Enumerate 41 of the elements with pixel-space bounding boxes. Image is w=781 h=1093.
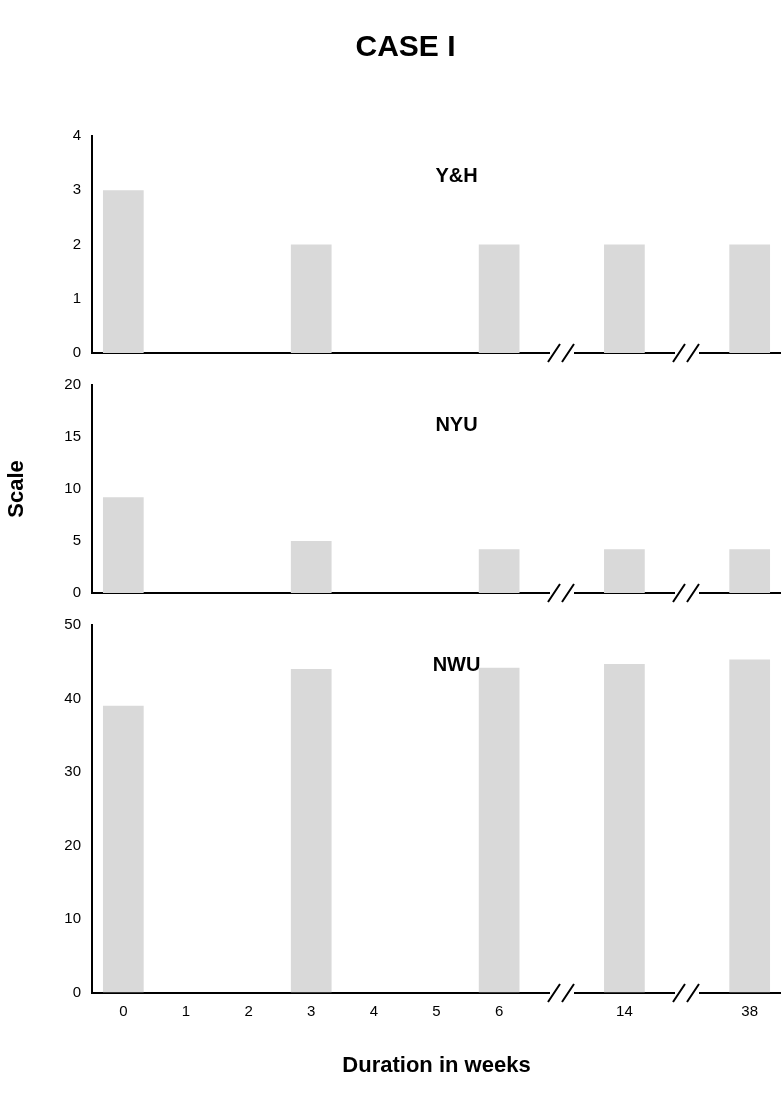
bar [102, 497, 144, 593]
chart-title: CASE I [355, 29, 456, 63]
annotation: Y&H [435, 163, 478, 186]
x-tick-label: 38 [741, 1001, 759, 1019]
x-tick-label: 6 [494, 1001, 504, 1019]
y-tick-label: 20 [64, 835, 81, 853]
x-tick-label: 0 [119, 1001, 128, 1019]
x-tick-label: 4 [369, 1001, 379, 1019]
x-tick-label: 1 [181, 1001, 191, 1019]
bar [290, 669, 332, 993]
y-tick-label: 1 [72, 288, 81, 306]
x-axis-title: Duration in weeks [342, 1051, 531, 1077]
bar [102, 705, 144, 993]
y-tick-label: 5 [72, 531, 81, 549]
bar [478, 667, 520, 993]
y-tick-label: 0 [72, 982, 81, 1000]
bar [729, 659, 771, 993]
y-tick-label: 2 [72, 234, 81, 252]
y-tick-label: 15 [64, 427, 81, 445]
y-tick-label: 20 [64, 375, 81, 393]
x-tick-label: 14 [616, 1001, 633, 1019]
bar [290, 541, 332, 593]
y-tick-label: 30 [64, 762, 81, 780]
annotation: NWU [432, 652, 481, 675]
bar [729, 549, 771, 593]
annotation: NYU [435, 412, 478, 435]
y-tick-label: 4 [72, 126, 81, 144]
x-tick-label: 5 [432, 1001, 441, 1019]
bar [604, 549, 645, 593]
y-tick-label: 0 [72, 583, 81, 601]
y-axis-title: Scale [3, 460, 29, 518]
y-tick-label: 50 [64, 615, 81, 633]
y-tick-label: 40 [64, 688, 81, 706]
x-tick-label: 2 [244, 1001, 253, 1019]
y-tick-label: 10 [64, 909, 81, 927]
bar [604, 663, 645, 993]
y-tick-label: 10 [64, 479, 81, 497]
y-tick-label: 0 [72, 343, 81, 361]
bar [478, 549, 520, 593]
y-tick-label: 3 [72, 180, 81, 198]
x-tick-label: 3 [307, 1001, 316, 1019]
